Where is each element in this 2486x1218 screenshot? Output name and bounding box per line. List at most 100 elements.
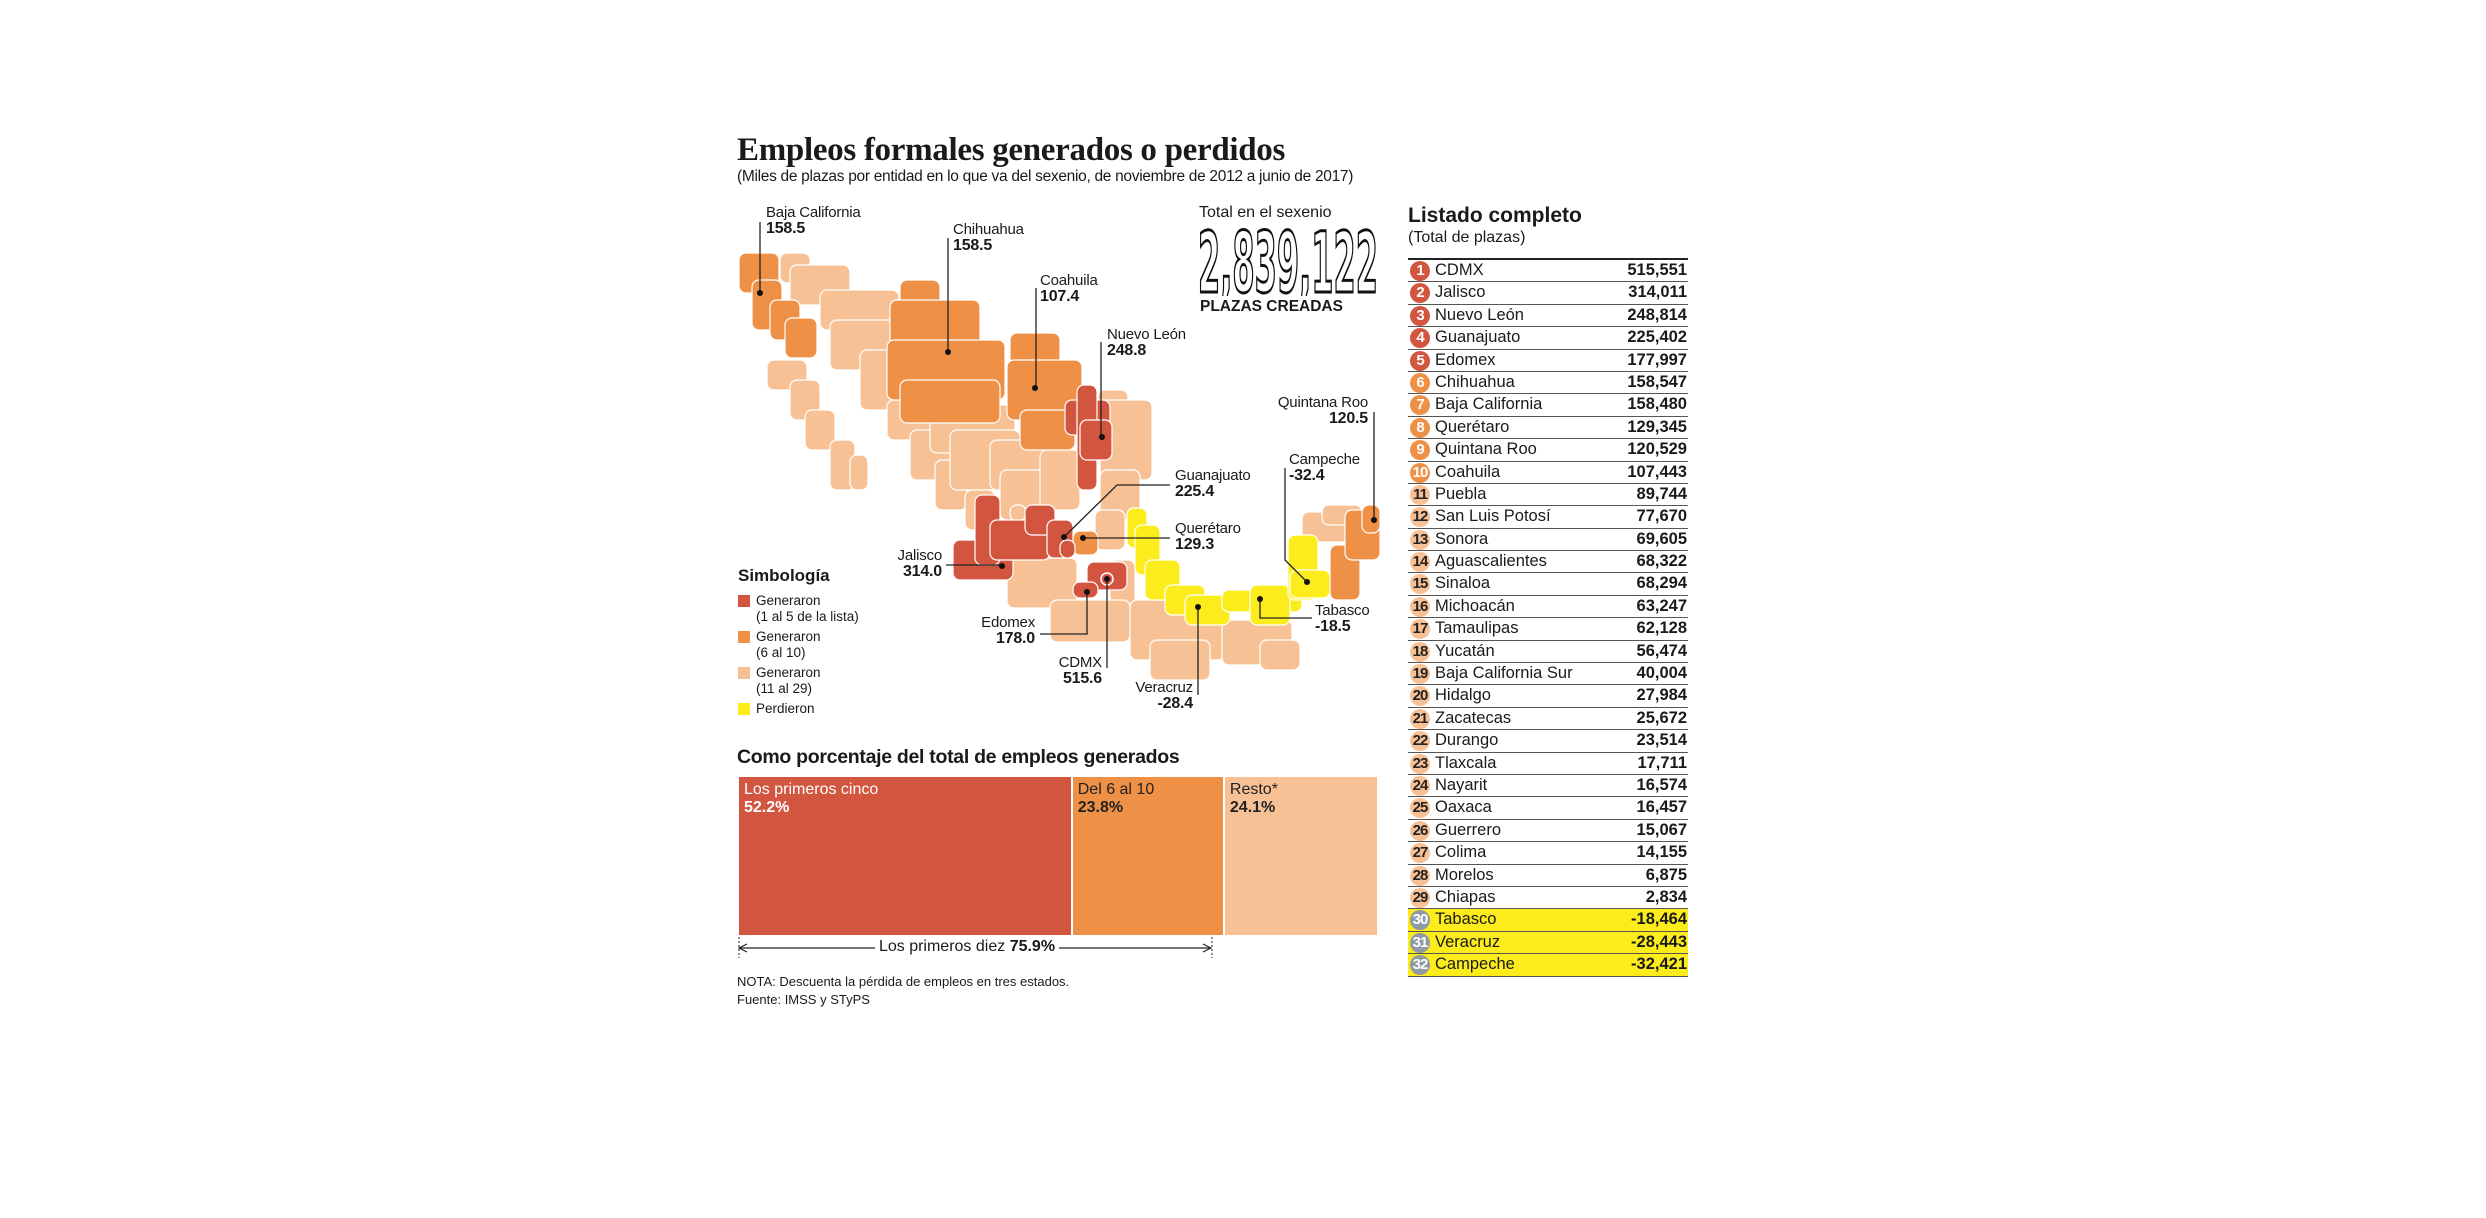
state-name: Guerrero (1435, 820, 1502, 839)
legend-label: Generaron (756, 629, 821, 644)
map-label: Veracruz -28.4 (1135, 680, 1193, 712)
map-label: Edomex 178.0 (981, 615, 1035, 647)
state-shape (738, 252, 818, 359)
bar-value-label: 52.2% (744, 799, 790, 816)
rank-badge: 14 (1410, 552, 1430, 573)
page-title: Empleos formales generados o perdidos (737, 132, 1286, 168)
jobs-value: 27,984 (1636, 686, 1687, 705)
state-name: Puebla (1435, 484, 1487, 503)
table-row: 12 San Luis Potosí 77,670 (1408, 506, 1688, 529)
table-row: 23 Tlaxcala 17,711 (1408, 753, 1688, 775)
rank-badge: 10 (1410, 462, 1430, 483)
rank-badge: 23 (1410, 753, 1430, 774)
bracket-label: Los primeros diez 75.9% (874, 938, 1060, 956)
state-name: Chiapas (1435, 887, 1496, 906)
leader-line (1259, 599, 1312, 619)
map-dot (945, 349, 951, 355)
table-row: 9 Quintana Roo 120,529 (1408, 439, 1688, 462)
jobs-value: 68,294 (1636, 574, 1687, 593)
jobs-value: -28,443 (1631, 932, 1687, 951)
jobs-value: 89,744 (1636, 484, 1687, 503)
jobs-value: 23,514 (1636, 731, 1687, 750)
table-row: 24 Nayarit 16,574 (1408, 775, 1688, 798)
state-name: Tlaxcala (1435, 753, 1497, 772)
map-label-name: Tabasco (1315, 602, 1370, 619)
map-label-value: 158.5 (766, 220, 806, 237)
state-name: Tamaulipas (1435, 619, 1519, 638)
map-label-value: 158.5 (953, 237, 993, 254)
rank-badge: 3 (1410, 305, 1430, 326)
table-row: 7 Baja California 158,480 (1408, 394, 1688, 417)
map-label: Querétaro 129.3 (1175, 521, 1241, 553)
jobs-value: 225,402 (1627, 328, 1687, 347)
rank-badge: 6 (1410, 372, 1430, 393)
jobs-value: 120,529 (1627, 440, 1687, 459)
state-name: Oaxaca (1435, 798, 1492, 817)
map-dot (1032, 385, 1038, 391)
table-row: 13 Sonora 69,605 (1408, 529, 1688, 552)
rank-badge: 2 (1410, 283, 1430, 304)
jobs-value: 177,997 (1627, 350, 1687, 369)
jobs-value: 15,067 (1636, 820, 1687, 839)
legend-item: Generaron (11 al 29) (738, 665, 821, 697)
legend-sublabel: (11 al 29) (756, 681, 813, 696)
bar-value-label: 24.1% (1229, 799, 1276, 816)
table-row: 26 Guerrero 15,067 (1408, 820, 1688, 843)
map-label: Tabasco -18.5 (1315, 602, 1370, 635)
rank-badge: 12 (1410, 507, 1430, 528)
jobs-value: 56,474 (1636, 641, 1687, 660)
rank-badge: 21 (1410, 708, 1430, 729)
state-name: Sinaloa (1435, 574, 1491, 593)
rank-badge: 20 (1410, 686, 1430, 707)
map-label: Coahuila 107.4 (1040, 273, 1098, 305)
jobs-value: 158,547 (1627, 372, 1687, 391)
state-name: Aguascalientes (1435, 552, 1547, 571)
rank-badge: 29 (1410, 887, 1430, 908)
map-label-name: Guanajuato (1175, 467, 1251, 484)
table-row: 29 Chiapas 2,834 (1408, 887, 1688, 910)
table-row: 11 Puebla 89,744 (1408, 484, 1688, 507)
state-name: Nayarit (1435, 775, 1488, 794)
jobs-value: 68,322 (1636, 552, 1687, 571)
state-name: Yucatán (1435, 641, 1495, 660)
state-name: Nuevo León (1435, 305, 1524, 324)
map-label-name: Coahuila (1040, 272, 1098, 289)
state-name: Querétaro (1435, 417, 1510, 436)
rank-badge: 13 (1410, 529, 1430, 550)
map-label: Jalisco 314.0 (898, 548, 943, 580)
state-shape (1006, 332, 1083, 451)
jobs-value: 6,875 (1645, 865, 1687, 884)
table-row: 17 Tamaulipas 62,128 (1408, 618, 1688, 641)
state-shape (1287, 534, 1331, 601)
state-name: Quintana Roo (1435, 440, 1537, 459)
bar-chart-title: Como porcentaje del total de empleos gen… (737, 746, 1180, 768)
map-label: Guanajuato 225.4 (1175, 468, 1251, 500)
table-row: 14 Aguascalientes 68,322 (1408, 551, 1688, 574)
rank-badge: 30 (1410, 910, 1430, 931)
jobs-value: 16,457 (1636, 798, 1687, 817)
table-row: 3 Nuevo León 248,814 (1408, 305, 1688, 328)
rank-badge: 27 (1410, 843, 1430, 864)
map-label: Nuevo León 248.8 (1107, 327, 1186, 359)
state-name: Hidalgo (1435, 686, 1491, 705)
rank-badge: 9 (1410, 440, 1430, 461)
state-name: Zacatecas (1435, 708, 1512, 727)
rank-badge: 28 (1410, 865, 1430, 886)
jobs-value: 17,711 (1637, 753, 1687, 772)
map-label: Baja California 158.5 (766, 205, 861, 237)
rank-badge: 26 (1410, 820, 1430, 841)
map-label-value: 129.3 (1175, 536, 1215, 553)
state-name: Jalisco (1435, 283, 1486, 302)
rank-badge: 22 (1410, 731, 1430, 752)
rank-badge: 4 (1410, 328, 1430, 349)
map-label-value: 120.5 (1328, 410, 1368, 427)
table-row: 21 Zacatecas 25,672 (1408, 708, 1688, 731)
rank-badge: 16 (1410, 596, 1430, 617)
legend-label: Perdieron (756, 701, 815, 716)
table-row: 16 Michoacán 63,247 (1408, 596, 1688, 619)
rank-badge: 8 (1410, 417, 1430, 438)
map-dot (1104, 576, 1110, 582)
leader-line (1040, 592, 1088, 635)
jobs-value: 63,247 (1636, 596, 1687, 615)
